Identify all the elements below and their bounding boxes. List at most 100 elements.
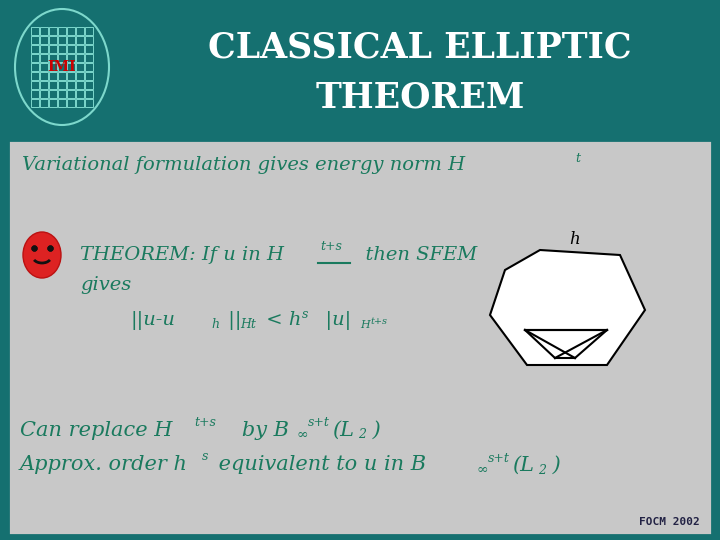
Text: (L: (L	[512, 456, 534, 475]
Text: t+s: t+s	[194, 415, 216, 429]
Bar	[40, 90, 48, 98]
Bar	[31, 54, 39, 62]
Bar	[31, 99, 39, 107]
Bar	[31, 90, 39, 98]
Bar	[76, 72, 84, 80]
Text: |u|: |u|	[313, 310, 351, 329]
Bar	[58, 54, 66, 62]
Bar	[58, 90, 66, 98]
Text: t+s: t+s	[370, 318, 387, 327]
Text: h: h	[211, 319, 219, 332]
Bar	[58, 45, 66, 53]
Bar	[67, 81, 75, 89]
Text: ∞: ∞	[297, 428, 308, 442]
Polygon shape	[490, 250, 645, 365]
Text: H: H	[360, 320, 370, 330]
Bar	[49, 27, 57, 35]
Bar	[40, 27, 48, 35]
Text: THEOREM: THEOREM	[315, 81, 525, 115]
Bar	[0, 0, 720, 135]
Text: then SFEM: then SFEM	[353, 246, 477, 264]
Text: ): )	[366, 421, 381, 440]
Text: (L: (L	[332, 421, 354, 440]
Polygon shape	[712, 107, 720, 163]
Bar	[49, 99, 57, 107]
Bar	[67, 72, 75, 80]
Bar	[76, 90, 84, 98]
Bar	[31, 27, 39, 35]
Bar	[67, 54, 75, 62]
Bar	[85, 81, 93, 89]
Bar	[31, 36, 39, 44]
Text: IMI: IMI	[48, 60, 76, 74]
Bar	[49, 36, 57, 44]
Bar	[40, 45, 48, 53]
Bar	[49, 72, 57, 80]
Text: s+t: s+t	[488, 451, 510, 464]
Text: gives: gives	[80, 276, 131, 294]
Bar	[67, 36, 75, 44]
Bar	[85, 36, 93, 44]
Bar	[67, 27, 75, 35]
Text: ∞: ∞	[476, 463, 487, 477]
Bar	[67, 45, 75, 53]
Text: ): )	[546, 456, 561, 475]
Bar	[49, 81, 57, 89]
Text: by B: by B	[222, 421, 289, 440]
Text: < h: < h	[260, 311, 302, 329]
Text: s: s	[202, 450, 208, 463]
Bar	[67, 63, 75, 71]
Bar	[58, 63, 66, 71]
Bar	[85, 63, 93, 71]
Ellipse shape	[23, 232, 61, 278]
Text: THEOREM: If u in H: THEOREM: If u in H	[80, 246, 284, 264]
Bar	[40, 63, 48, 71]
Bar	[76, 99, 84, 107]
Bar	[76, 54, 84, 62]
Bar	[40, 54, 48, 62]
Text: 2: 2	[538, 463, 546, 476]
Text: ||: ||	[222, 310, 241, 329]
Bar	[85, 99, 93, 107]
Text: ||u-u: ||u-u	[130, 310, 175, 329]
Bar	[31, 81, 39, 89]
Bar	[76, 45, 84, 53]
Bar	[58, 72, 66, 80]
Text: equivalent to u in B: equivalent to u in B	[212, 456, 426, 475]
Bar	[49, 45, 57, 53]
Bar	[58, 27, 66, 35]
Text: s: s	[302, 307, 308, 321]
Bar	[49, 90, 57, 98]
Text: s+t: s+t	[308, 416, 330, 429]
Text: Ht: Ht	[240, 319, 256, 332]
Bar	[40, 81, 48, 89]
Text: Can replace H: Can replace H	[20, 421, 173, 440]
Bar	[49, 63, 57, 71]
Text: t: t	[575, 152, 580, 165]
Bar	[76, 36, 84, 44]
Text: h: h	[570, 232, 580, 248]
Bar	[85, 27, 93, 35]
Bar	[31, 72, 39, 80]
Bar	[0, 140, 8, 535]
Bar	[67, 99, 75, 107]
Text: t+s: t+s	[320, 240, 342, 253]
Bar	[85, 72, 93, 80]
Bar	[76, 63, 84, 71]
Bar	[67, 90, 75, 98]
Bar	[31, 45, 39, 53]
Bar	[49, 54, 57, 62]
FancyBboxPatch shape	[8, 140, 712, 535]
Bar	[85, 54, 93, 62]
Bar	[40, 99, 48, 107]
Bar	[85, 90, 93, 98]
Bar	[31, 63, 39, 71]
Bar	[58, 36, 66, 44]
Bar	[85, 45, 93, 53]
Text: Approx. order h: Approx. order h	[20, 456, 188, 475]
Bar	[58, 81, 66, 89]
Bar	[76, 27, 84, 35]
Bar	[40, 36, 48, 44]
Text: 2: 2	[358, 429, 366, 442]
Bar	[76, 81, 84, 89]
